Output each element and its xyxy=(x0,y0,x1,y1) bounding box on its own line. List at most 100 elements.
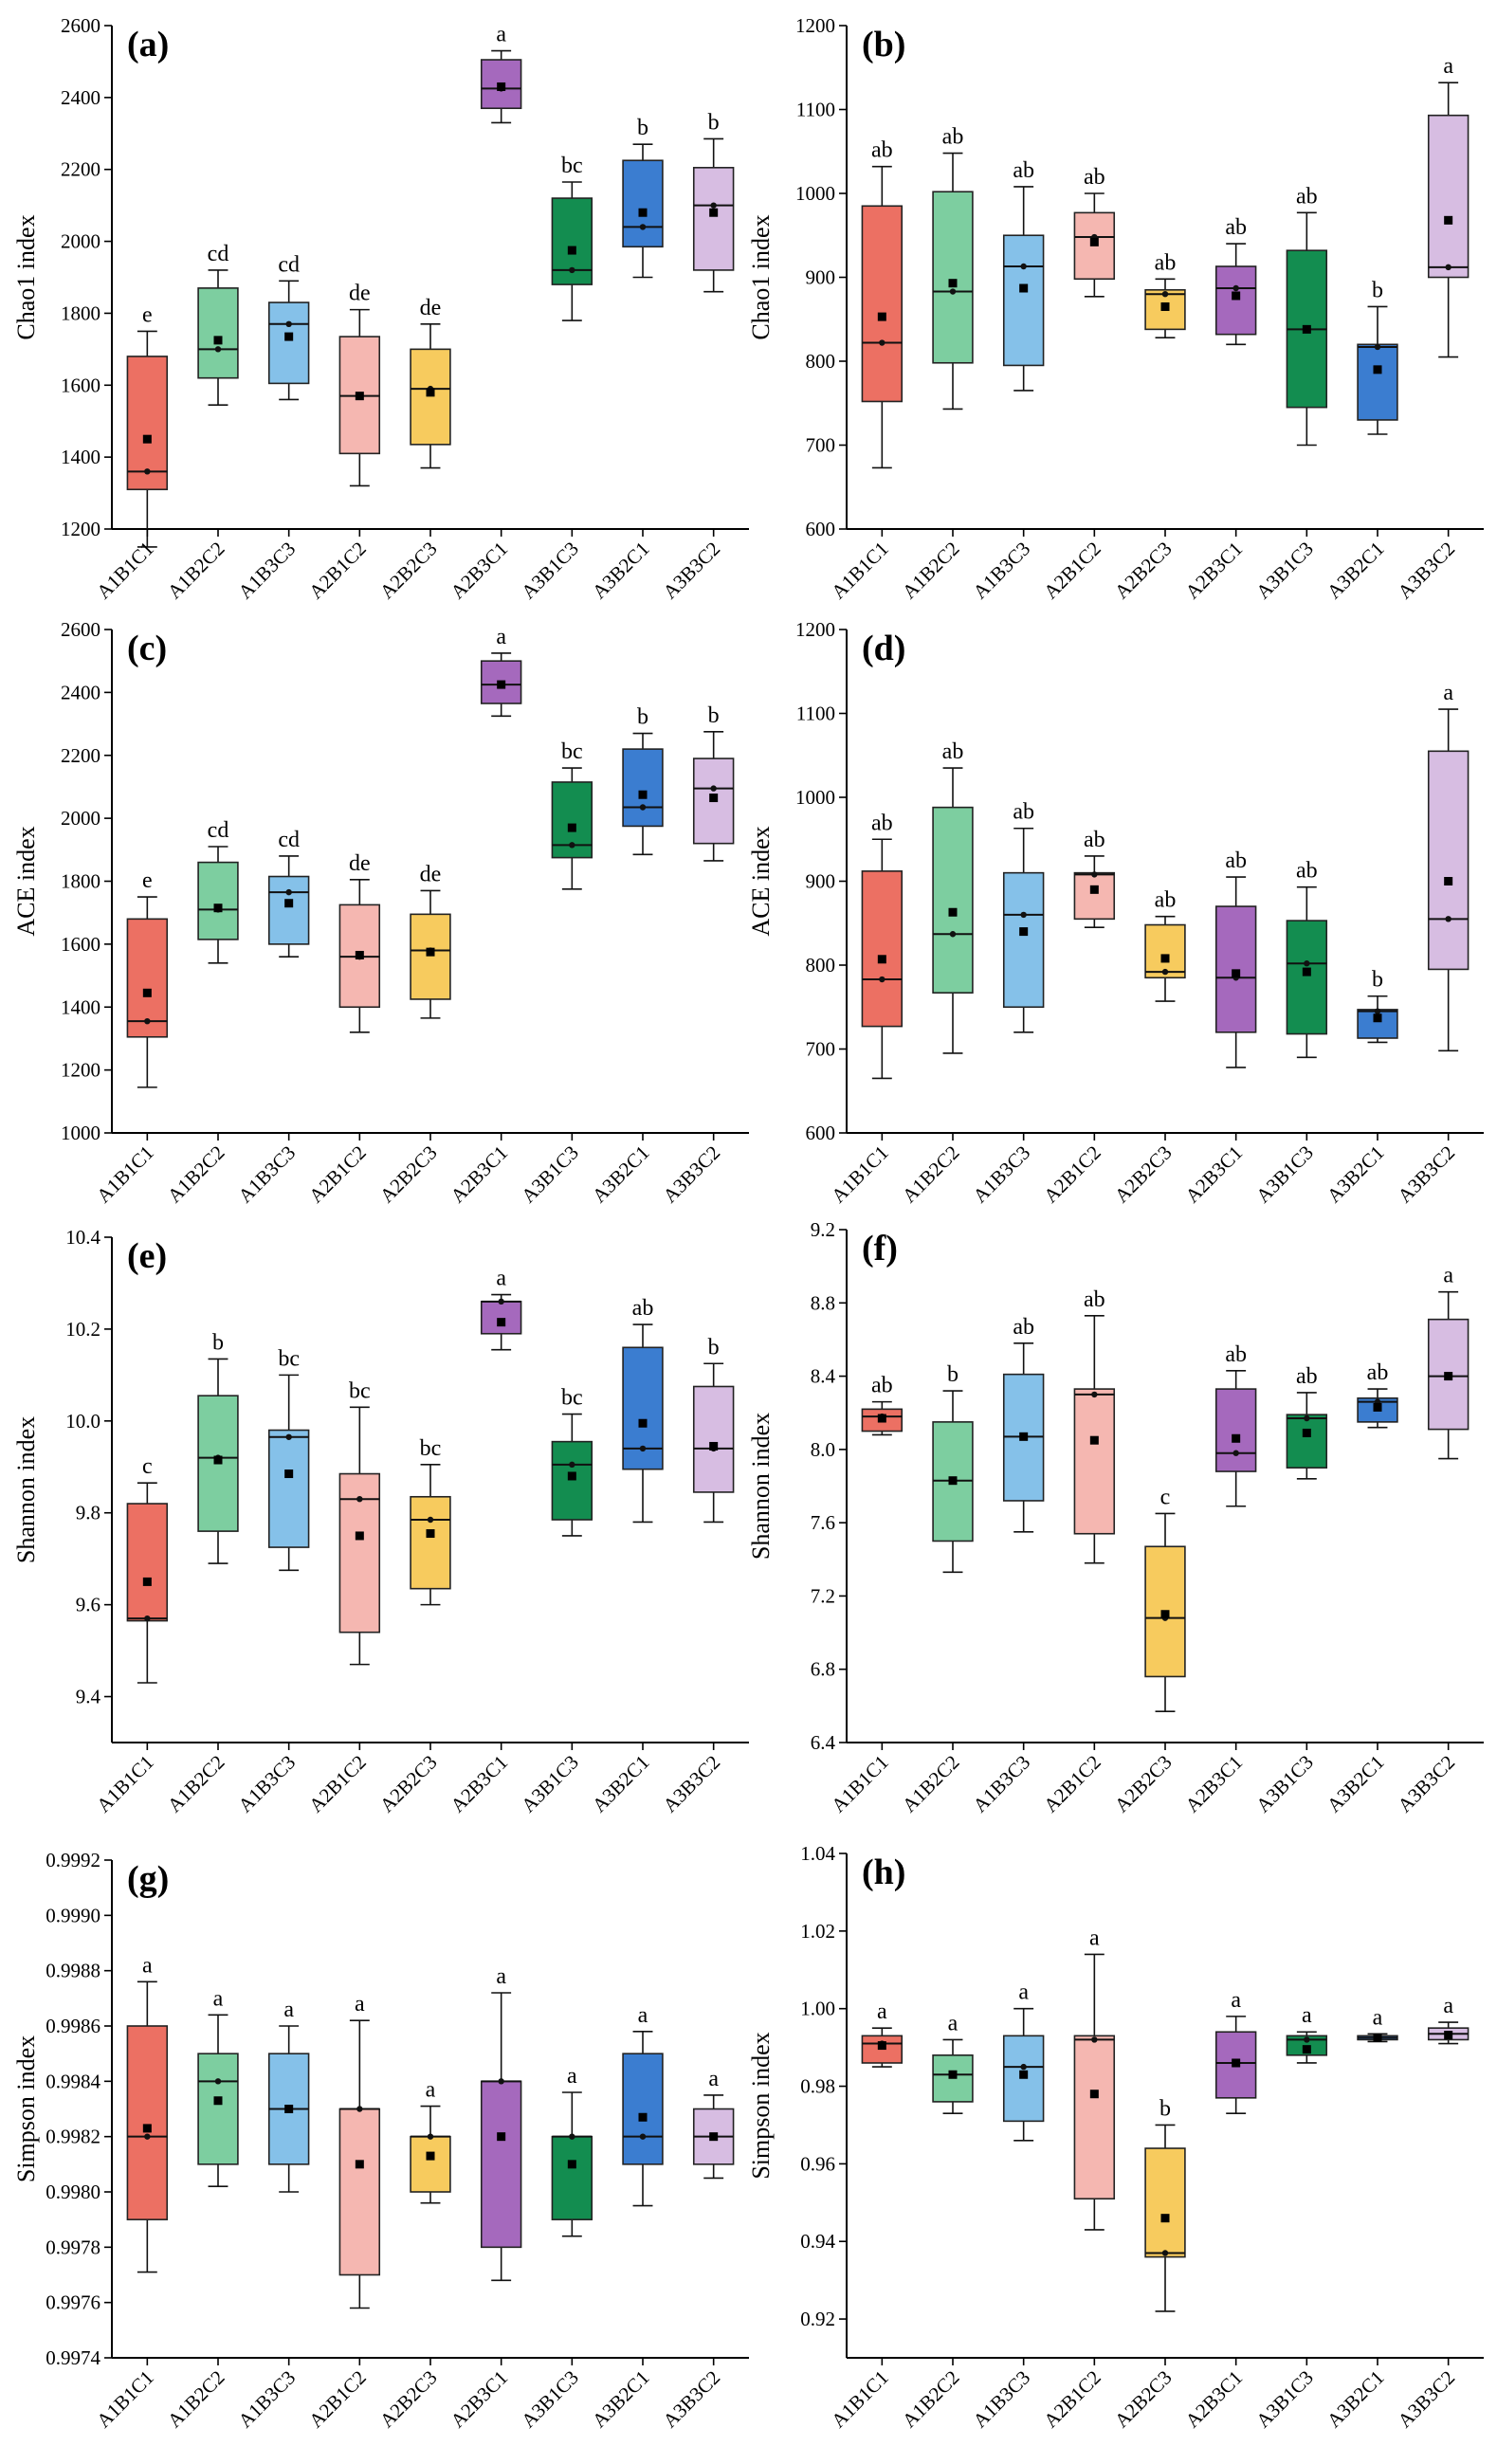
significance-letter: ab xyxy=(1084,828,1105,852)
significance-letter: bc xyxy=(561,739,583,764)
y-tick-label: 0.9988 xyxy=(46,1960,100,1982)
mean-marker xyxy=(709,794,719,803)
mean-marker xyxy=(142,1577,152,1586)
y-tick-label: 0.9978 xyxy=(46,2236,100,2258)
box-group: a xyxy=(480,23,522,124)
y-tick-label: 700 xyxy=(806,1038,836,1061)
median-dot xyxy=(1445,916,1451,922)
box-iqr xyxy=(1073,2035,1116,2200)
box-iqr xyxy=(410,348,451,446)
x-tick-label: A3B2C1 xyxy=(1323,538,1389,604)
significance-letter: de xyxy=(420,862,442,886)
significance-letter: de xyxy=(349,851,371,876)
box-group: a xyxy=(126,1953,169,2273)
median-dot xyxy=(879,976,885,983)
x-tick-label: A1B2C2 xyxy=(163,1751,229,1817)
significance-letter: ab xyxy=(1225,215,1247,240)
x-tick-label: A1B1C1 xyxy=(827,1141,893,1208)
box-iqr xyxy=(1214,1388,1257,1472)
mean-marker xyxy=(1232,291,1241,301)
box-iqr xyxy=(267,301,310,385)
x-tick-label: A1B1C1 xyxy=(92,1141,158,1208)
significance-letter: a xyxy=(355,1992,365,2017)
significance-letter: a xyxy=(1373,2005,1383,2030)
median-dot xyxy=(1304,2036,1310,2043)
mean-marker xyxy=(877,1414,886,1423)
y-tick-label: 1400 xyxy=(61,446,100,468)
y-tick-label: 0.9990 xyxy=(46,1904,100,1926)
significance-letter: b xyxy=(212,1330,224,1355)
mean-marker xyxy=(497,2132,506,2142)
mean-marker xyxy=(948,279,958,288)
box-group: ab xyxy=(1357,1360,1398,1429)
x-tick-label: A1B1C1 xyxy=(827,2366,893,2433)
mean-marker xyxy=(355,2160,364,2169)
x-tick-label: A1B1C1 xyxy=(92,538,158,604)
significance-letter: de xyxy=(420,296,442,320)
box-iqr xyxy=(1286,920,1328,1035)
significance-letter: c xyxy=(142,1454,153,1479)
y-axis-title: Chao1 index xyxy=(747,214,775,339)
x-tick-label: A2B3C1 xyxy=(446,2366,512,2433)
y-tick-label: 2200 xyxy=(61,158,100,181)
significance-letter: b xyxy=(637,116,648,140)
box-iqr xyxy=(126,1503,169,1622)
x-tick-label: A2B3C1 xyxy=(446,538,512,604)
box-iqr xyxy=(126,356,169,491)
x-tick-label: A3B3C2 xyxy=(1393,2366,1459,2433)
box-group: a xyxy=(480,625,522,718)
x-tick-label: A1B2C2 xyxy=(163,2366,229,2433)
y-tick-label: 1600 xyxy=(61,933,100,956)
y-tick-label: 0.9984 xyxy=(46,2070,100,2092)
mean-marker xyxy=(567,2160,576,2169)
box-group: b xyxy=(197,1330,239,1564)
x-tick-label: A3B1C3 xyxy=(1251,1141,1318,1208)
mean-marker xyxy=(1444,2031,1453,2040)
median-dot xyxy=(214,2078,222,2085)
y-tick-label: 7.2 xyxy=(811,1584,835,1607)
significance-letter: a xyxy=(496,1267,506,1291)
mean-marker xyxy=(567,823,576,832)
significance-letter: a xyxy=(283,1998,294,2022)
mean-marker xyxy=(1089,1435,1099,1445)
median-dot xyxy=(1020,2063,1027,2071)
significance-letter: a xyxy=(496,1964,506,1989)
y-tick-label: 1100 xyxy=(796,99,835,121)
mean-marker xyxy=(426,388,435,397)
significance-letter: b xyxy=(947,1362,958,1387)
y-tick-label: 8.4 xyxy=(811,1365,836,1388)
x-tick-label: A1B2C2 xyxy=(898,2366,964,2433)
box-group: e xyxy=(126,302,169,548)
mean-marker xyxy=(497,1318,506,1327)
median-dot xyxy=(144,1615,151,1622)
y-tick-label: 8.8 xyxy=(811,1291,835,1314)
y-tick-label: 0.9986 xyxy=(46,2015,100,2037)
y-tick-label: 1600 xyxy=(61,374,100,396)
box-iqr xyxy=(1073,1388,1116,1535)
box-group: a xyxy=(1427,54,1470,358)
median-dot xyxy=(569,1461,575,1469)
x-tick-label: A3B3C2 xyxy=(658,2366,724,2433)
y-tick-label: 600 xyxy=(806,1122,836,1144)
x-tick-label: A3B3C2 xyxy=(658,538,724,604)
panel-label: (a) xyxy=(127,25,169,64)
significance-letter: ab xyxy=(1013,1315,1034,1340)
x-tick-label: A1B3C3 xyxy=(233,538,300,604)
mean-marker xyxy=(1232,2058,1241,2068)
box-group: ab xyxy=(1214,215,1257,346)
significance-letter: ab xyxy=(1084,165,1105,190)
x-tick-label: A2B1C2 xyxy=(304,2366,371,2433)
median-dot xyxy=(1304,960,1310,967)
box-group: cd xyxy=(197,818,239,964)
significance-letter: ab xyxy=(1013,158,1034,183)
y-tick-label: 800 xyxy=(806,954,836,976)
box-group: ab xyxy=(1073,1287,1116,1564)
x-tick-label: A3B1C3 xyxy=(1251,538,1318,604)
mean-marker xyxy=(1160,954,1170,963)
y-axis-title: Simpson index xyxy=(747,2032,775,2179)
y-tick-label: 700 xyxy=(806,434,836,457)
x-tick-label: A3B3C2 xyxy=(1393,1141,1459,1208)
x-tick-label: A3B2C1 xyxy=(588,1751,654,1817)
x-tick-label: A1B1C1 xyxy=(92,1751,158,1817)
